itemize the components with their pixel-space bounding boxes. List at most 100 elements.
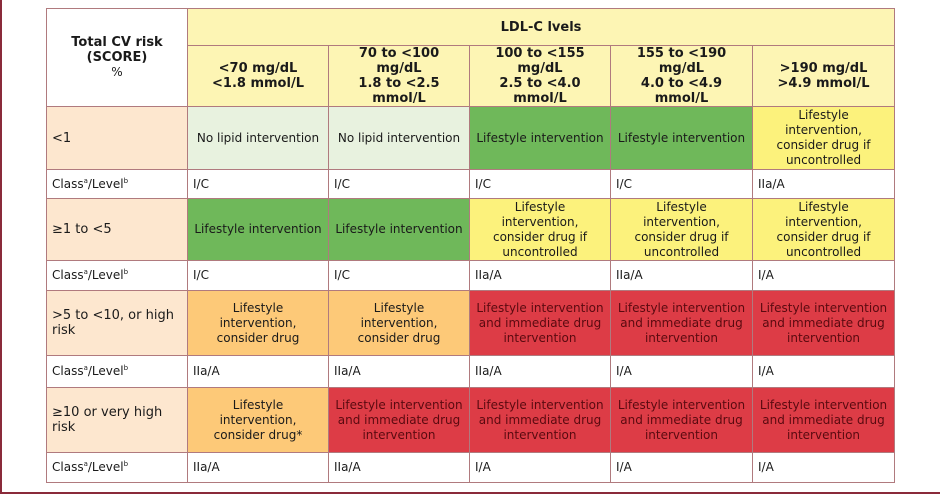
risk-header-unit: % (111, 65, 123, 79)
recommendation-text: and immediate drug (620, 412, 743, 427)
class-level-text: Class (52, 268, 84, 282)
ldl-column-header: <70 mg/dL <1.8 mmol/L (187, 45, 329, 107)
recommendation-row: ≥1 to <5 Lifestyle intervention Lifestyle … (46, 198, 896, 261)
class-level-value: I/A (610, 355, 753, 388)
footnote-marker: a (83, 268, 88, 276)
recommendation-text: uncontrolled (502, 244, 578, 259)
risk-header-title: Total CV risk (71, 35, 163, 50)
class-level-row: Classa/Levelb I/C I/C I/C I/C IIa/A (46, 169, 896, 199)
risk-category-label: <1 (46, 106, 188, 170)
footnote-marker: b (123, 364, 129, 372)
recommendation-row: ≥10 or very high risk Lifestyle intervent… (46, 387, 896, 453)
class-level-text: Class (52, 176, 84, 191)
recommendation-text: Lifestyle intervention, (219, 397, 297, 427)
class-level-value: I/A (751, 355, 896, 388)
recommendation-cell: Lifestyle intervention and immediate drug… (610, 387, 753, 453)
recommendation-text: Lifestyle intervention, (219, 300, 297, 330)
class-level-value: I/C (328, 260, 470, 291)
recommendation-text: intervention (787, 330, 861, 345)
class-level-value: I/A (610, 452, 753, 483)
column-header-mmol: 1.8 to <2.5 mmol/L (358, 76, 440, 106)
recommendation-text: Lifestyle intervention (476, 130, 604, 145)
class-level-value: I/C (187, 169, 329, 199)
class-level-text: /Level (87, 460, 124, 474)
recommendation-cell: Lifestyle intervention and immediate drug… (751, 387, 896, 453)
recommendation-text: consider drug if (492, 229, 588, 244)
ldl-header-cell: LDL-C lvels (186, 8, 896, 46)
recommendation-text: and immediate drug (337, 412, 461, 427)
recommendation-text: consider drug if (776, 138, 871, 152)
column-header-mgdl: <70 mg/dL (218, 61, 298, 76)
ldl-risk-table: Total CV risk (SCORE) % LDL-C lvels <70 … (46, 8, 896, 483)
class-level-value: I/A (751, 260, 896, 291)
class-level-value: I/A (469, 452, 611, 483)
recommendation-text: Lifestyle intervention (617, 130, 746, 145)
recommendation-cell: Lifestyle intervention and immediate drug… (469, 387, 611, 453)
recommendation-text: No lipid intervention (337, 130, 461, 145)
class-level-value: I/C (328, 169, 470, 199)
recommendation-text: Lifestyle intervention (194, 222, 322, 236)
class-level-label: Classa/Levelb (46, 260, 188, 291)
recommendation-cell: Lifestyle intervention, consider drug* (187, 387, 329, 453)
recommendation-cell: Lifestyle intervention, consider drug if u… (469, 198, 611, 261)
class-level-text: /Level (87, 268, 124, 282)
ldl-column-header: 100 to <155 mg/dL 2.5 to <4.0 mmol/L (469, 45, 611, 107)
recommendation-cell: No lipid intervention (187, 106, 329, 170)
recommendation-text: intervention (644, 427, 719, 442)
recommendation-text: and immediate drug (478, 412, 602, 427)
recommendation-cell: Lifestyle intervention, consider drug if u… (751, 198, 896, 261)
recommendation-text: Lifestyle intervention (476, 300, 604, 315)
recommendation-text: Lifestyle intervention (759, 397, 888, 412)
column-header-mgdl: 155 to <190 mg/dL (636, 46, 727, 76)
recommendation-text: Lifestyle intervention (335, 222, 463, 236)
class-level-label: Classa/Levelb (46, 355, 188, 388)
recommendation-text: and immediate drug (762, 412, 885, 427)
class-level-value: IIa/A (328, 452, 470, 483)
recommendation-text: intervention (362, 427, 436, 442)
class-level-value: IIa/A (469, 355, 611, 388)
recommendation-cell: Lifestyle intervention (187, 198, 329, 261)
class-level-value: I/A (751, 452, 896, 483)
recommendation-text: consider drug* (213, 427, 303, 442)
risk-header-cell: Total CV risk (SCORE) % (46, 8, 188, 107)
recommendation-text: Lifestyle intervention (476, 397, 604, 412)
recommendation-cell: Lifestyle intervention (328, 198, 470, 261)
class-level-value: I/C (469, 169, 611, 199)
footnote-marker: b (123, 176, 129, 185)
recommendation-cell: Lifestyle intervention and immediate drug… (469, 290, 611, 356)
recommendation-text: Lifestyle intervention, (501, 199, 579, 229)
recommendation-cell: Lifestyle intervention (469, 106, 611, 170)
recommendation-text: Lifestyle intervention, (360, 300, 438, 330)
risk-category-label: >5 to <10, or high risk (46, 290, 188, 356)
recommendation-cell: Lifestyle intervention, consider drug if u… (610, 198, 753, 261)
class-level-value: IIa/A (751, 169, 896, 199)
recommendation-text: Lifestyle intervention, (785, 199, 862, 229)
class-level-value: I/C (610, 169, 753, 199)
recommendation-row: <1 No lipid intervention No lipid interven… (46, 106, 896, 170)
class-level-value: I/C (187, 260, 329, 291)
recommendation-text: Lifestyle intervention (617, 397, 746, 412)
recommendation-text: consider drug (216, 330, 300, 345)
recommendation-text: Lifestyle intervention (617, 300, 746, 315)
recommendation-cell: Lifestyle intervention (610, 106, 753, 170)
recommendation-text: intervention (787, 427, 861, 442)
ldl-header-title: LDL-C lvels (500, 19, 582, 35)
recommendation-text: Lifestyle intervention (335, 397, 463, 412)
risk-category-label: ≥1 to <5 (46, 198, 188, 261)
risk-header-subtitle: (SCORE) (86, 50, 148, 65)
recommendation-text: consider drug if (776, 229, 871, 244)
footnote-marker: a (83, 364, 88, 372)
ldl-column-header: 70 to <100 mg/dL 1.8 to <2.5 mmol/L (328, 45, 470, 107)
column-header-mmol: <1.8 mmol/L (212, 76, 304, 91)
class-level-value: IIa/A (469, 260, 611, 291)
class-level-row: Classa/Levelb I/C I/C IIa/A IIa/A I/A (46, 260, 896, 291)
column-header-mmol: 4.0 to <4.9 mmol/L (640, 76, 723, 106)
recommendation-text: and immediate drug (478, 315, 602, 330)
recommendation-cell: Lifestyle intervention and immediate drug… (751, 290, 896, 356)
recommendation-text: uncontrolled (643, 244, 720, 259)
footnote-marker: a (83, 176, 88, 185)
recommendation-cell: Lifestyle intervention, consider drug (328, 290, 470, 356)
recommendation-cell: Lifestyle intervention and immediate drug… (328, 387, 470, 453)
class-level-text: Class (52, 460, 84, 474)
recommendation-text: Lifestyle intervention, (785, 108, 862, 137)
